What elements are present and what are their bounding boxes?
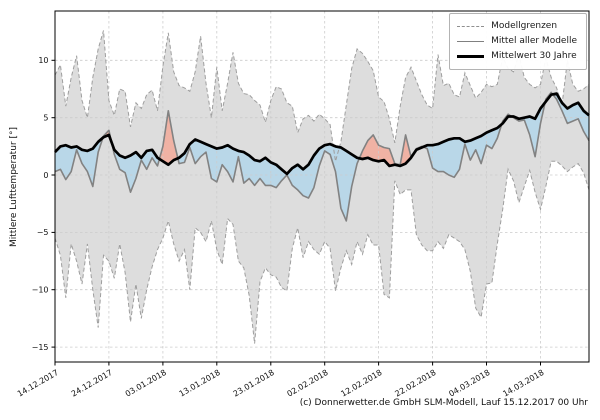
x-tick-label: 04.03.2018 [447, 368, 491, 399]
legend-label: Mittel aller Modelle [491, 36, 577, 46]
y-tick-label: −5 [37, 228, 49, 237]
legend-item-modellgrenzen: Modellgrenzen [457, 19, 577, 34]
legend-label: Mittelwert 30 Jahre [491, 51, 577, 61]
x-tick-label: 24.12.2017 [70, 368, 114, 399]
y-tick-label: 5 [43, 114, 48, 123]
dashed-line-icon [457, 26, 485, 27]
x-tick-label: 13.01.2018 [178, 368, 222, 399]
plot-border [54, 10, 590, 363]
gridlines [54, 11, 589, 362]
x-tick-labels: 14.12.2017 24.12.2017 03.01.2018 13.01.2018… [16, 368, 546, 399]
gray-line-icon [457, 41, 485, 42]
x-tick-label: 02.02.2018 [286, 368, 330, 399]
axis-ticks [51, 59, 541, 366]
upper-bound-line [54, 30, 590, 162]
black-thick-line-icon [457, 55, 485, 58]
x-tick-label: 03.01.2018 [124, 368, 168, 399]
x-tick-label: 14.12.2017 [16, 368, 60, 399]
copyright-credit: (c) Donnerwetter.de GmbH SLM-Modell, Lau… [299, 398, 588, 408]
x-tick-label: 22.02.2018 [393, 368, 437, 399]
y-tick-labels: 10 5 0 −5 −10 −15 [32, 56, 49, 352]
legend-label: Modellgrenzen [491, 21, 558, 31]
legend-item-mittelwert-30-jahre: Mittelwert 30 Jahre [457, 49, 577, 64]
model-envelope-fill [55, 30, 589, 344]
x-tick-label: 12.02.2018 [339, 368, 383, 399]
chart-legend: Modellgrenzen Mittel aller Modelle Mitte… [449, 13, 587, 70]
y-tick-label: −10 [32, 286, 49, 295]
y-axis-label: Mittlere Lufttemperatur [°] [9, 127, 19, 247]
x-tick-label: 14.03.2018 [501, 368, 545, 399]
y-tick-label: −15 [32, 343, 49, 352]
legend-item-mittel-aller-modelle: Mittel aller Modelle [457, 34, 577, 49]
mean30-line [54, 92, 590, 176]
model-mean-line [54, 91, 590, 222]
y-tick-label: 0 [43, 171, 48, 180]
lower-bound-line [54, 160, 590, 344]
x-tick-label: 23.01.2018 [232, 368, 276, 399]
y-tick-label: 10 [38, 56, 48, 65]
